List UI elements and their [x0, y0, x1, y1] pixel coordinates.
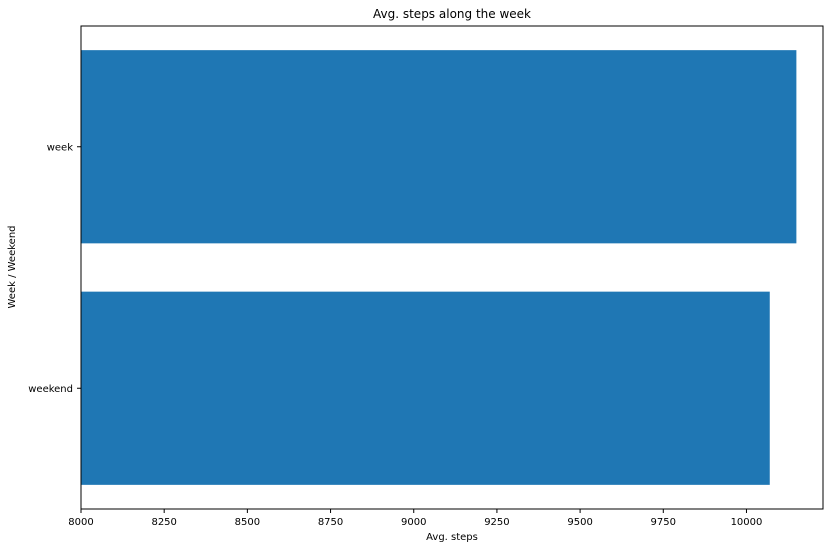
bars-layer: [81, 50, 797, 485]
chart-title: Avg. steps along the week: [373, 7, 531, 21]
x-axis-ticks: 8000 8250 8500 8750 9000 9250 9500 9750 10000: [68, 509, 762, 528]
y-tick-label: weekend: [28, 384, 73, 395]
bar-week: [81, 50, 797, 244]
x-tick-label: 9750: [651, 517, 676, 528]
x-tick-label: 8500: [235, 517, 260, 528]
x-tick-label: 8250: [151, 517, 176, 528]
plot-frame: [80, 25, 824, 510]
x-axis-label: Avg. steps: [426, 532, 478, 543]
bar-weekend: [81, 291, 770, 485]
x-tick-label: 8000: [68, 517, 93, 528]
x-tick-label: 9250: [484, 517, 509, 528]
x-tick-label: 10000: [731, 517, 763, 528]
x-tick-label: 8750: [318, 517, 343, 528]
y-axis-label: Week / Weekend: [7, 225, 18, 308]
y-axis-ticks: week weekend: [28, 142, 81, 395]
x-tick-label: 9500: [567, 517, 592, 528]
y-tick-label: week: [47, 142, 73, 153]
x-tick-label: 9000: [401, 517, 426, 528]
